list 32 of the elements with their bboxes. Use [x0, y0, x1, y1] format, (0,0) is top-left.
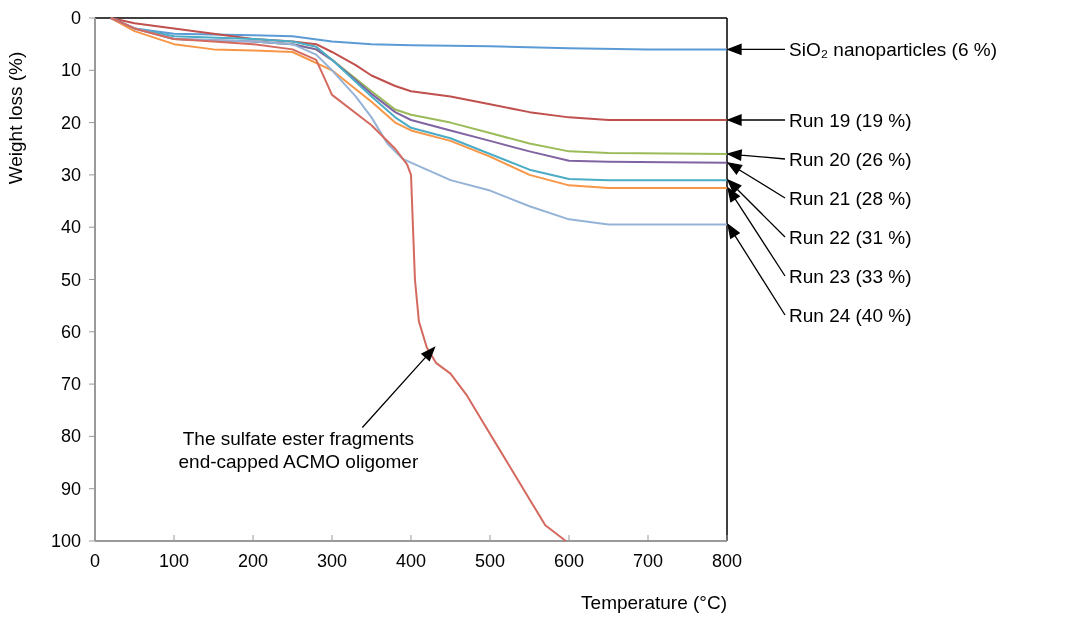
- text: Run 22 (31 %): [789, 226, 912, 248]
- text: SiO₂ nanoparticles (6 %): [789, 39, 998, 61]
- y-tick-label: 10: [60, 60, 81, 81]
- text: Run 24 (40 %): [789, 304, 912, 326]
- x-tick-label: 700: [632, 551, 664, 571]
- text: Run 23 (33 %): [789, 265, 912, 287]
- x-axis-title: Temperature (°C): [581, 592, 727, 613]
- text: Run 21 (28 %): [789, 187, 912, 209]
- text: Run 20 (26 %): [789, 148, 912, 170]
- y-tick-label: 90: [60, 478, 81, 499]
- line-series: [109, 17, 567, 542]
- y-tick-label: 70: [60, 374, 81, 395]
- x-tick-label: 400: [395, 551, 427, 571]
- y-axis-title: Weight loss (%): [5, 51, 26, 185]
- x-tick-label: 600: [553, 551, 585, 571]
- y-tick-label: 50: [60, 269, 81, 290]
- y-tick-label: 100: [50, 531, 81, 551]
- y-tick-label: 60: [60, 321, 81, 342]
- x-tick-label: 100: [158, 551, 190, 571]
- annotation: The sulfate ester fragments end-capped ACMO oligomer: [178, 428, 419, 473]
- y-tick-label: 0: [70, 8, 81, 28]
- y-tick-label: 30: [60, 164, 81, 185]
- x-tick-label: 200: [237, 551, 269, 571]
- x-tick-label: 500: [474, 551, 506, 571]
- x-tick-label: 300: [316, 551, 348, 571]
- y-tick-label: 80: [60, 426, 81, 447]
- x-tick-label: 0: [89, 551, 101, 571]
- y-tick-label: 40: [60, 217, 81, 238]
- x-tick-label: 800: [711, 551, 743, 571]
- text: Run 19 (19 %): [789, 109, 912, 131]
- y-tick-label: 20: [60, 112, 81, 133]
- line-series: [109, 17, 728, 121]
